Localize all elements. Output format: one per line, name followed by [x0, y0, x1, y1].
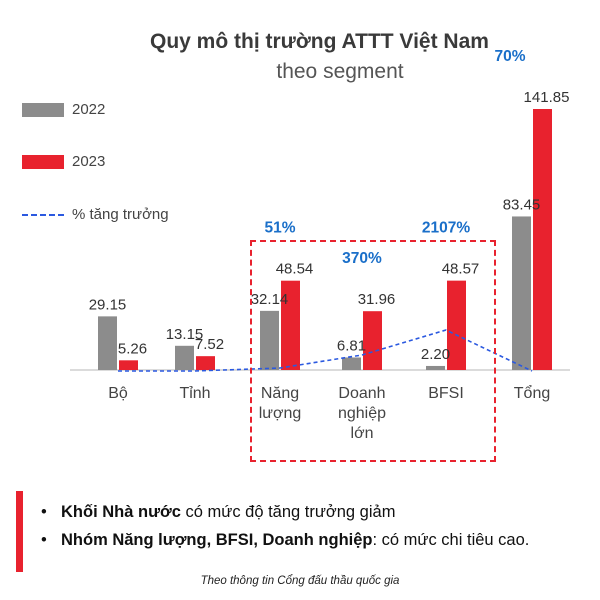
- bar-2022-3: [342, 357, 361, 370]
- bar-2023-0: [119, 360, 138, 370]
- note-item: Khối Nhà nước có mức độ tăng trưởng giảm: [41, 503, 586, 522]
- bar-2023-5: [533, 109, 552, 370]
- bar-2023-4: [447, 280, 466, 370]
- note-text: : có mức chi tiêu cao.: [372, 531, 530, 549]
- data-label-2023-1: 7.52: [195, 336, 224, 353]
- chart-title: Quy mô thị trường ATTT Việt Nam: [150, 30, 489, 53]
- data-label-2022-0: 29.15: [89, 296, 127, 313]
- legend-label-2022: 2022: [72, 101, 106, 118]
- legend-dash-growth: [22, 214, 64, 216]
- source-note: Theo thông tin Cổng đấu thầu quốc gia: [200, 575, 400, 587]
- bar-2022-5: [512, 216, 531, 370]
- legend-swatch-2022: [22, 103, 64, 117]
- growth-label-4: 2107%: [422, 220, 470, 237]
- legend-label-2023: 2023: [72, 153, 106, 170]
- note-bold: Nhóm Năng lượng, BFSI, Doanh nghiệp: [61, 531, 373, 549]
- growth-line: [118, 329, 533, 372]
- data-label-2022-4: 2.20: [421, 346, 450, 363]
- data-label-2022-2: 32.14: [251, 291, 289, 308]
- category-label-3: Doanh: [338, 385, 385, 402]
- highlight-box: [250, 240, 496, 462]
- note-item: Nhóm Năng lượng, BFSI, Doanh nghiệp: có …: [41, 531, 586, 550]
- bar-2022-2: [260, 310, 279, 370]
- legend-label-growth: % tăng trưởng: [72, 206, 169, 223]
- data-label-2023-2: 48.54: [276, 261, 314, 278]
- data-label-2023-3: 31.96: [358, 291, 396, 308]
- bar-2022-4: [426, 365, 445, 370]
- category-label-4: BFSI: [428, 385, 464, 402]
- data-label-2022-5: 83.45: [503, 196, 541, 213]
- growth-label-2: 51%: [264, 220, 295, 237]
- data-label-2022-1: 13.15: [166, 326, 204, 343]
- data-label-2023-5: 141.85: [524, 89, 570, 106]
- category-label-0: Bộ: [108, 385, 128, 402]
- legend-swatch-2023: [22, 155, 64, 169]
- data-label-2023-0: 5.26: [118, 340, 147, 357]
- bar-2022-1: [175, 345, 194, 370]
- category-label-3: nghiệp: [338, 405, 386, 422]
- chart-subtitle: theo segment: [276, 60, 404, 83]
- growth-label-3: 370%: [342, 250, 382, 267]
- bar-2023-1: [196, 356, 215, 370]
- category-label-2: lượng: [259, 405, 302, 422]
- bar-2023-3: [363, 311, 382, 370]
- bar-2023-2: [281, 280, 300, 370]
- data-label-2022-3: 6.81: [337, 337, 366, 354]
- growth-label-5: 70%: [494, 48, 525, 65]
- notes-panel: Khối Nhà nước có mức độ tăng trưởng giảm…: [16, 491, 586, 572]
- category-label-3: lớn: [351, 425, 374, 442]
- note-text: có mức độ tăng trưởng giảm: [180, 503, 396, 521]
- category-label-2: Năng: [261, 385, 299, 402]
- note-bold: Khối Nhà nước: [61, 503, 181, 521]
- data-label-2023-4: 48.57: [442, 261, 480, 278]
- notes-list: Khối Nhà nước có mức độ tăng trưởng giảm…: [39, 503, 586, 550]
- category-label-5: Tổng: [514, 384, 550, 402]
- category-label-1: Tỉnh: [179, 385, 210, 402]
- bar-2022-0: [98, 316, 117, 370]
